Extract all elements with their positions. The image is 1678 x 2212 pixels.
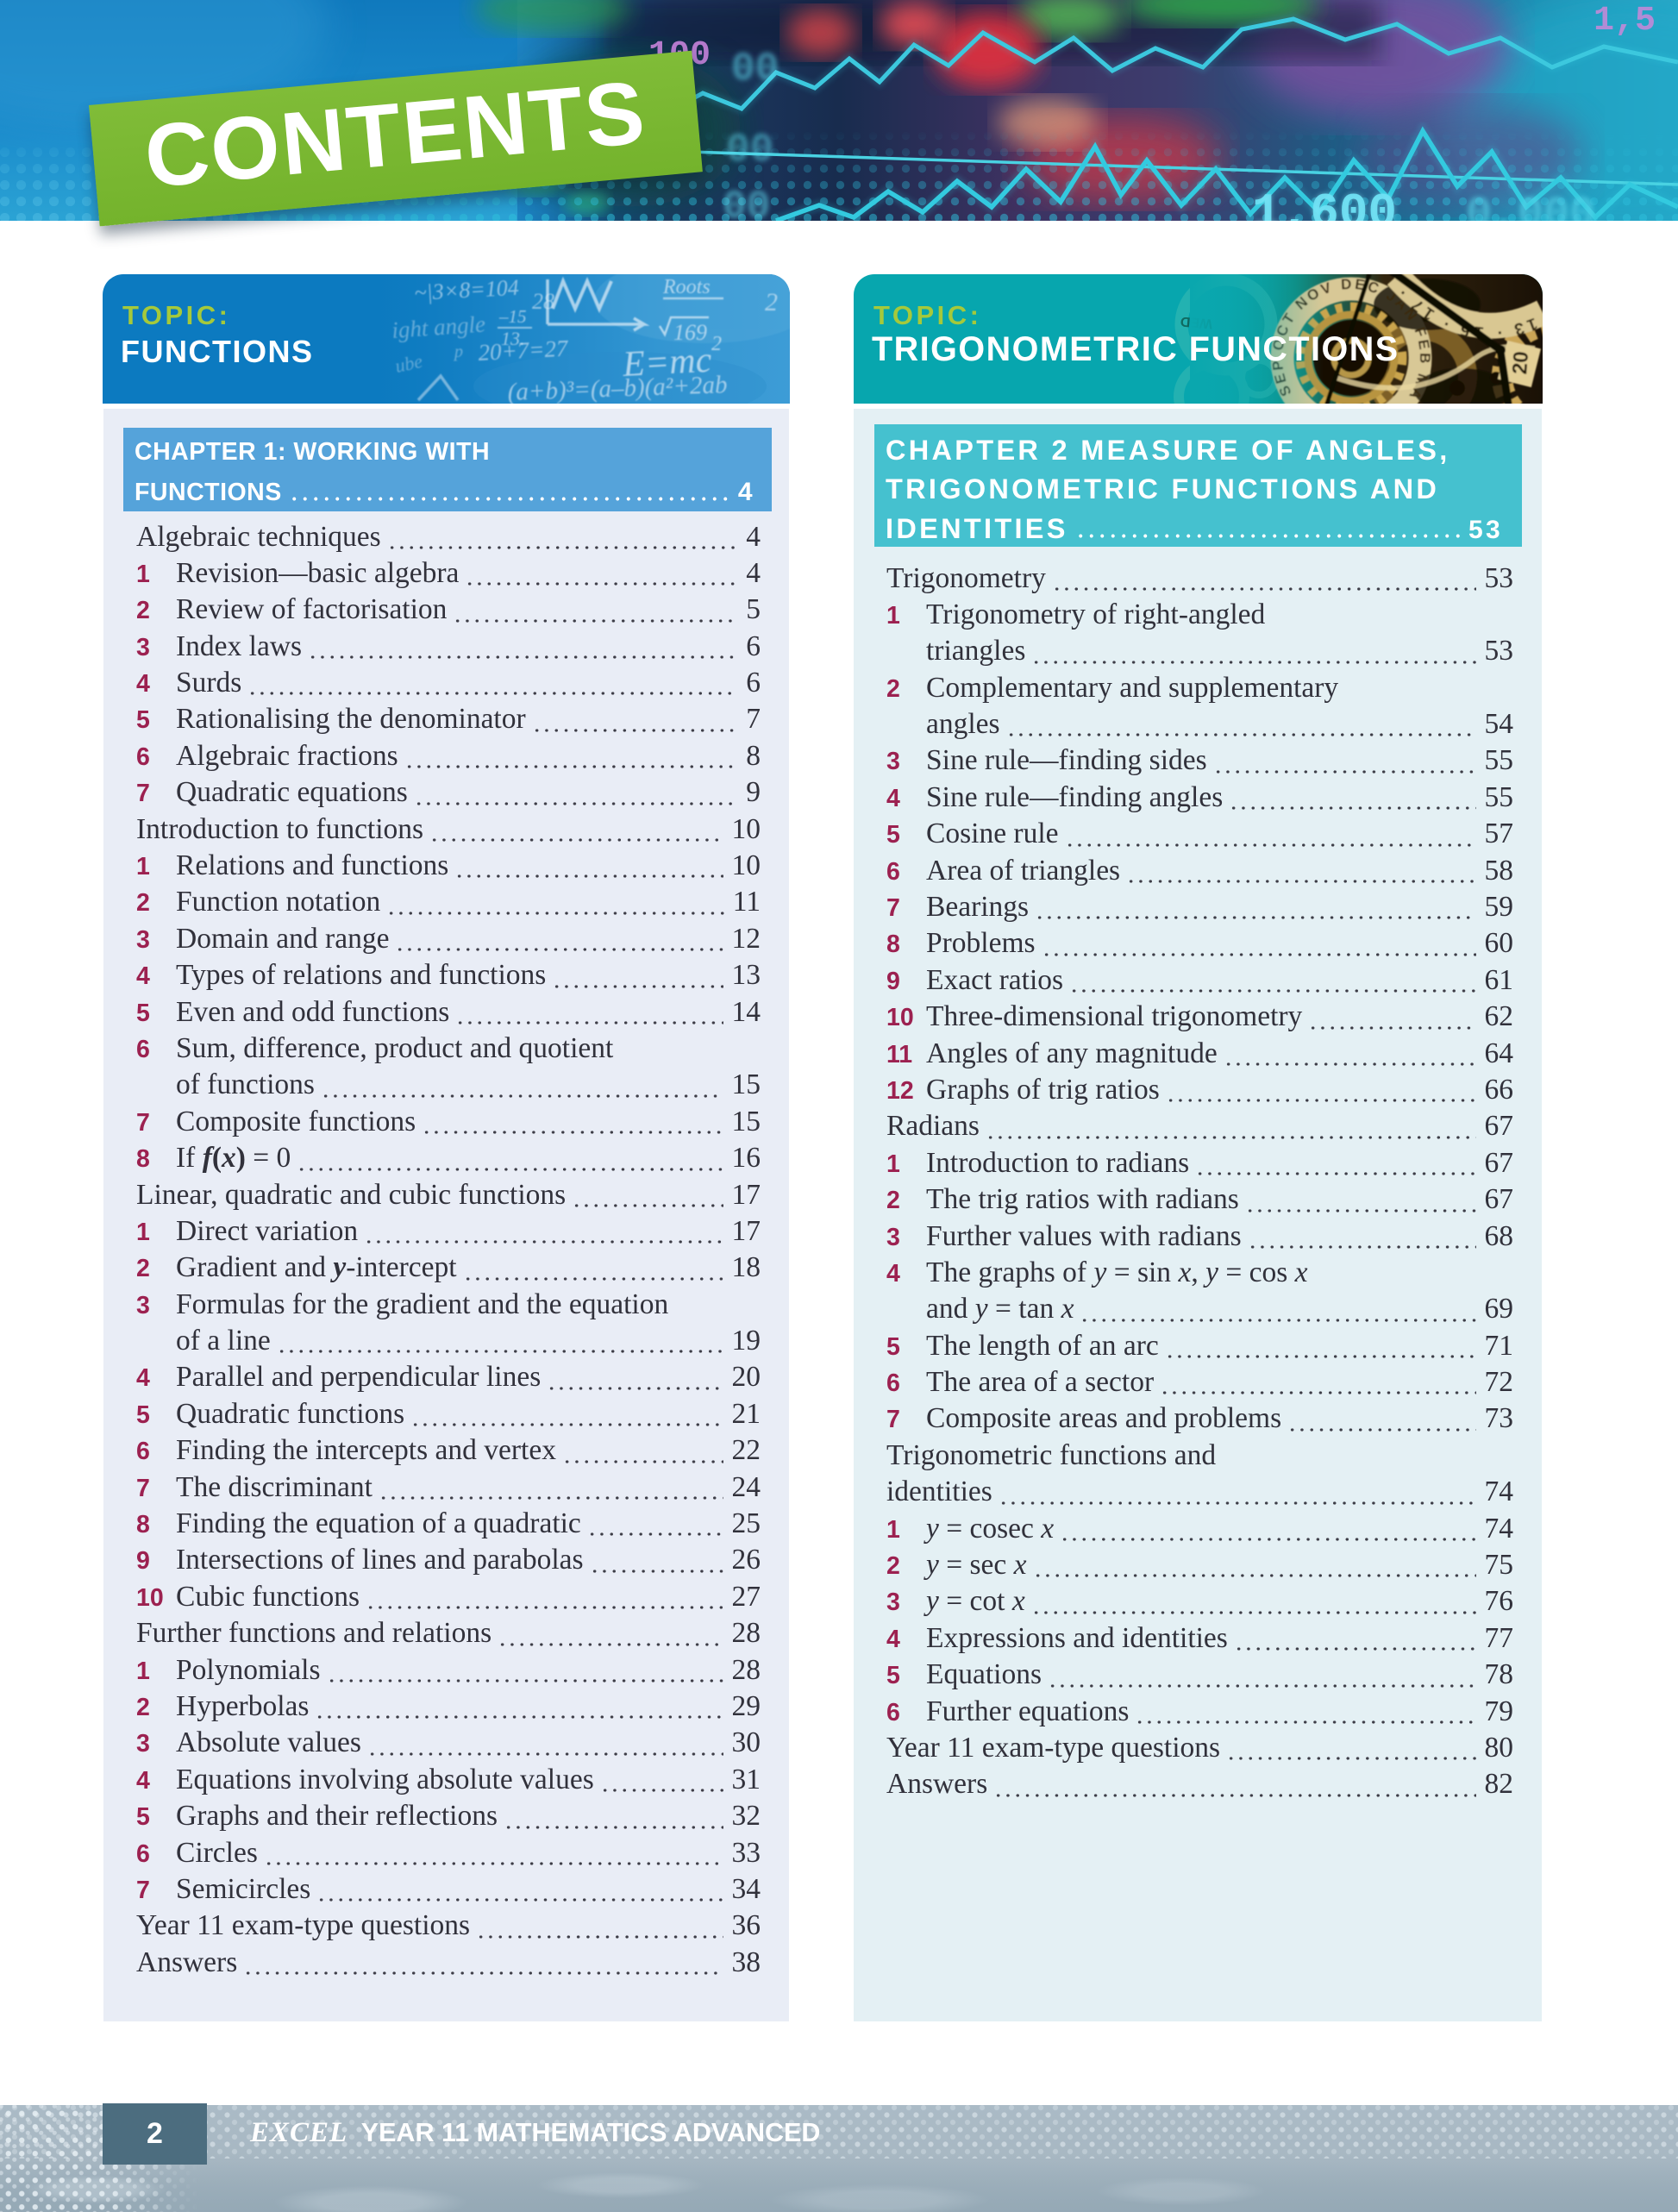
- svg-text:169: 169: [673, 320, 707, 345]
- svg-text:00: 00: [731, 47, 779, 91]
- svg-text:0,000: 0,000: [1466, 191, 1595, 221]
- svg-text:–15: –15: [498, 306, 527, 327]
- svg-text:00: 00: [726, 128, 773, 172]
- svg-text:2: 2: [765, 288, 778, 316]
- svg-text:2: 2: [711, 333, 722, 355]
- svg-text:20+7=27: 20+7=27: [478, 335, 570, 366]
- svg-text:28: 28: [532, 289, 554, 314]
- svg-text:~|3×8=104: ~|3×8=104: [414, 275, 520, 305]
- svg-text:1,600: 1,600: [1252, 185, 1397, 221]
- svg-text:p: p: [453, 342, 463, 361]
- svg-text:E=mc: E=mc: [621, 341, 713, 385]
- svg-text:1,5: 1,5: [1593, 2, 1656, 41]
- svg-text:00: 00: [723, 185, 770, 221]
- svg-text:20: 20: [1508, 350, 1533, 375]
- svg-text:13.: 13.: [501, 328, 525, 349]
- svg-text:1,600: 1,600: [1252, 185, 1397, 221]
- svg-text:Roots: Roots: [662, 276, 711, 298]
